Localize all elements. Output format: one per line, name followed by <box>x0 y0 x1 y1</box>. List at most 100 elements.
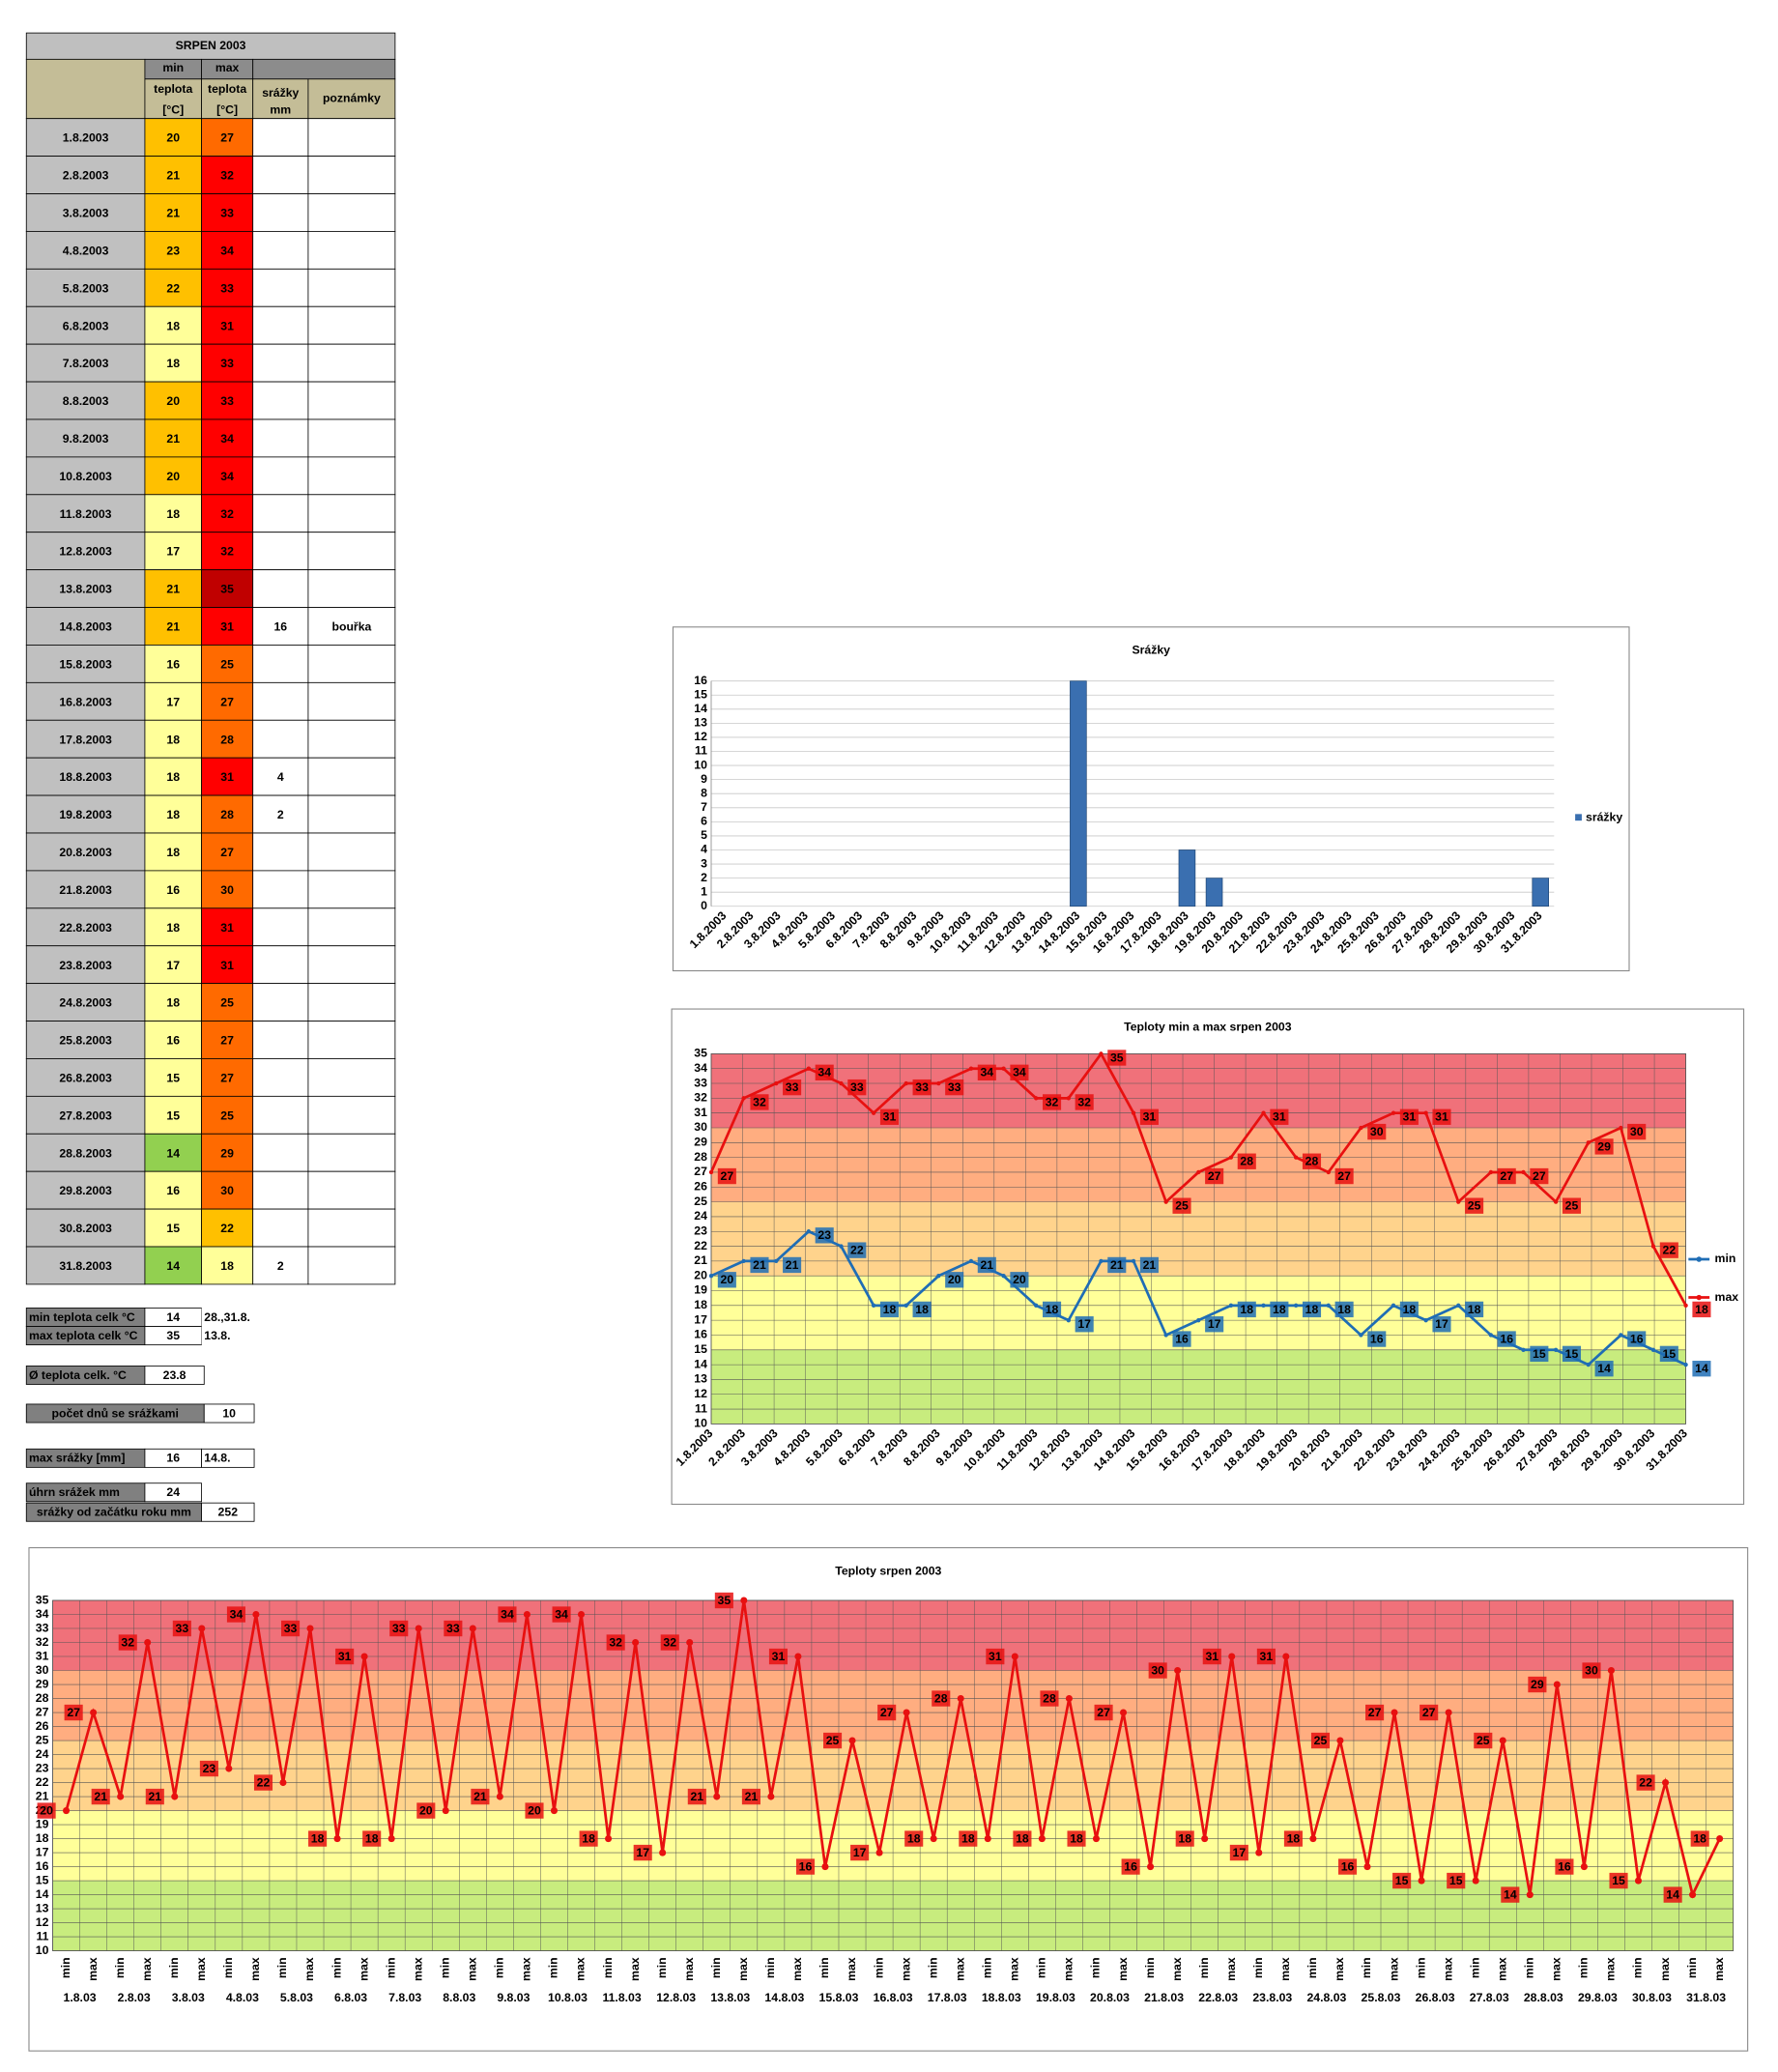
data-label-box <box>1139 1108 1159 1125</box>
data-label-box <box>945 1079 964 1096</box>
group-label: 3.8.03 <box>172 1991 205 2004</box>
x-tick-label: min <box>1251 1957 1265 1978</box>
point <box>1309 1835 1317 1843</box>
date-cell: 18.8.2003 <box>59 770 112 784</box>
point <box>1255 1849 1263 1856</box>
data-label-box <box>1392 1872 1412 1889</box>
table-cell <box>252 532 309 571</box>
data-label: 22 <box>1639 1775 1652 1789</box>
data-label-box <box>1043 1094 1062 1110</box>
stat-note-cell <box>201 1308 255 1327</box>
table-cell <box>25 945 146 985</box>
table-cell <box>201 757 254 796</box>
x-tick-label: min <box>221 1957 235 1978</box>
x-tick-label: min <box>709 1957 723 1978</box>
data-label-box <box>1636 1774 1655 1791</box>
data-label-box <box>1121 1858 1140 1875</box>
data-label-box <box>1139 1256 1159 1274</box>
data-label-box <box>1010 1272 1029 1288</box>
data-label: 27 <box>1337 1169 1351 1183</box>
data-label-box <box>1043 1301 1062 1318</box>
value-cell: 31 <box>220 620 234 634</box>
point <box>1119 1709 1128 1716</box>
stat-value-cell <box>144 1482 202 1503</box>
data-label-box <box>633 1844 652 1861</box>
point <box>1293 1155 1299 1160</box>
data-label: 18 <box>311 1831 325 1845</box>
data-label: 15 <box>1663 1347 1677 1361</box>
point <box>821 1863 829 1871</box>
table-cell <box>307 794 396 834</box>
y-tick-label: 14 <box>694 702 707 715</box>
value-cell: 16 <box>166 1184 180 1197</box>
point <box>1196 1169 1201 1175</box>
x-tick-label: min <box>384 1957 397 1978</box>
table-cell <box>252 983 309 1022</box>
data-label-box <box>1367 1123 1387 1140</box>
data-label: 32 <box>1077 1095 1091 1108</box>
legend-label: max <box>1715 1290 1739 1304</box>
point <box>1228 1155 1234 1160</box>
y-tick-label: 15 <box>36 1873 49 1886</box>
date-cell: 23.8.2003 <box>59 959 112 972</box>
point <box>1065 1694 1073 1703</box>
table-cell <box>201 719 254 759</box>
table-cell <box>252 418 309 458</box>
data-label-box <box>281 1620 301 1637</box>
header-label: teplota <box>208 82 246 96</box>
y-tick-label: 35 <box>694 1047 707 1060</box>
point <box>1553 1681 1561 1688</box>
table-cell <box>252 156 309 194</box>
y-tick-label: 33 <box>694 1076 707 1089</box>
data-label: 18 <box>1046 1303 1059 1316</box>
data-label: 31 <box>883 1110 897 1124</box>
data-label-box <box>1302 1301 1322 1318</box>
x-tick-label: max <box>1712 1957 1726 1981</box>
header-label: max <box>215 61 240 74</box>
point <box>1391 1110 1396 1115</box>
value-cell: 16 <box>273 620 287 634</box>
y-tick-label: 17 <box>694 1312 707 1326</box>
stat-value: 252 <box>218 1506 239 1519</box>
data-label-box <box>945 1272 964 1288</box>
x-tick-label: min <box>1143 1957 1157 1978</box>
table-cell <box>307 757 396 796</box>
table-cell <box>144 381 202 420</box>
data-label: 23 <box>203 1762 216 1775</box>
x-tick-label: max <box>1495 1957 1508 1981</box>
table-cell <box>25 794 146 834</box>
x-tick-label: min <box>1089 1957 1103 1978</box>
y-tick-label: 24 <box>36 1747 49 1761</box>
x-tick-label: max <box>1604 1957 1618 1981</box>
value-cell: 16 <box>166 883 180 897</box>
point <box>839 1080 844 1086</box>
data-label: 16 <box>1124 1859 1137 1873</box>
value-cell: 27 <box>220 846 234 859</box>
value-cell: 34 <box>220 244 234 257</box>
table-cell <box>307 418 396 458</box>
point <box>1586 1140 1591 1145</box>
x-tick-label: min <box>1631 1957 1645 1978</box>
point <box>1683 1303 1688 1309</box>
data-label: 18 <box>961 1831 975 1845</box>
point <box>794 1653 802 1660</box>
value-cell: 2 <box>277 808 284 821</box>
y-tick-label: 13 <box>36 1901 49 1914</box>
value-cell: 21 <box>166 583 180 596</box>
table-cell <box>144 681 202 721</box>
data-label-box <box>64 1704 83 1721</box>
table-cell <box>25 1095 146 1135</box>
x-tick-label: max <box>845 1957 858 1981</box>
stat-value: 24 <box>166 1485 180 1499</box>
point <box>871 1110 876 1115</box>
data-label: 20 <box>40 1803 53 1817</box>
header-label: [°C] <box>162 103 184 117</box>
table-cell <box>252 1058 309 1097</box>
value-cell: 31 <box>220 959 234 972</box>
y-tick-label: 31 <box>694 1106 707 1119</box>
value-cell: 21 <box>166 620 180 634</box>
group-label: 22.8.03 <box>1198 1991 1238 2004</box>
y-tick-label: 7 <box>701 800 707 814</box>
data-label: 27 <box>1500 1169 1513 1183</box>
table-cell <box>25 305 146 345</box>
